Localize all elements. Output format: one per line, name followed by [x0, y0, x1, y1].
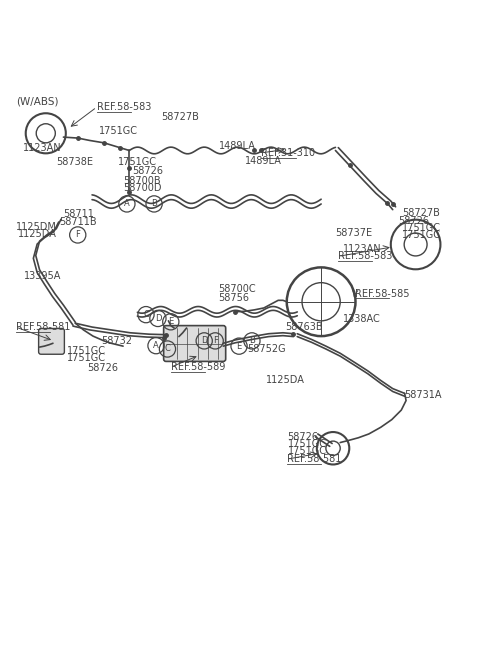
Text: 58726: 58726 [87, 363, 118, 373]
Text: 1489LA: 1489LA [245, 156, 282, 166]
Text: E: E [237, 342, 241, 351]
Text: 58711B: 58711B [60, 216, 97, 226]
Text: 58738E: 58738E [56, 157, 93, 167]
Text: REF.58-589: REF.58-589 [171, 362, 225, 372]
Text: REF.58-583: REF.58-583 [338, 251, 392, 262]
Text: 1751GC: 1751GC [67, 346, 106, 356]
Text: 58731A: 58731A [405, 390, 442, 400]
Text: C: C [165, 344, 170, 354]
Text: 1125DM: 1125DM [16, 222, 57, 232]
Text: REF.58-581: REF.58-581 [16, 322, 70, 332]
Text: 58737E: 58737E [336, 228, 372, 237]
Text: 1751GC: 1751GC [118, 157, 157, 167]
Text: 13395A: 13395A [24, 270, 61, 281]
Text: 1751GC: 1751GC [402, 230, 441, 240]
FancyBboxPatch shape [164, 325, 226, 361]
Text: 1125DA: 1125DA [18, 229, 57, 239]
Text: 1338AC: 1338AC [343, 314, 380, 325]
Text: REF.58-581: REF.58-581 [287, 454, 341, 464]
Text: B: B [249, 337, 255, 346]
Text: F: F [75, 230, 80, 239]
Text: 58763B: 58763B [285, 322, 323, 332]
Text: 58756: 58756 [218, 293, 250, 304]
Text: 58752G: 58752G [247, 344, 286, 354]
Text: 1489LA: 1489LA [218, 140, 255, 151]
Text: 58727B: 58727B [161, 112, 199, 122]
Text: E: E [168, 318, 173, 326]
Text: 58711: 58711 [63, 209, 94, 219]
Text: REF.58-583: REF.58-583 [97, 102, 151, 112]
Text: A: A [153, 341, 159, 350]
Text: 1123AN: 1123AN [343, 244, 381, 255]
Text: 58727B: 58727B [402, 209, 440, 218]
Text: 58732: 58732 [102, 337, 132, 346]
Text: D: D [155, 314, 161, 323]
Text: 58700C: 58700C [218, 284, 256, 294]
Text: 1751GC: 1751GC [288, 439, 327, 449]
Text: 1751GC: 1751GC [402, 223, 441, 233]
Text: REF.31-310: REF.31-310 [262, 148, 316, 158]
Text: 1125DA: 1125DA [266, 375, 305, 384]
Text: 58726: 58726 [132, 167, 164, 176]
Text: 58700D: 58700D [123, 183, 162, 193]
Text: F: F [213, 337, 217, 346]
Text: 1123AN: 1123AN [23, 142, 61, 153]
Text: (W/ABS): (W/ABS) [16, 96, 58, 106]
Text: REF.58-585: REF.58-585 [355, 289, 409, 298]
Text: 1751GC: 1751GC [288, 446, 327, 456]
Text: A: A [124, 199, 130, 209]
Text: 58700B: 58700B [123, 176, 161, 186]
FancyBboxPatch shape [38, 329, 64, 354]
Text: C: C [143, 310, 149, 319]
Text: 58726: 58726 [398, 216, 430, 226]
Text: 1751GC: 1751GC [67, 353, 106, 363]
Text: 58726: 58726 [287, 432, 318, 441]
Text: B: B [151, 199, 157, 209]
Text: 1751GC: 1751GC [99, 127, 138, 136]
Text: D: D [201, 337, 207, 346]
